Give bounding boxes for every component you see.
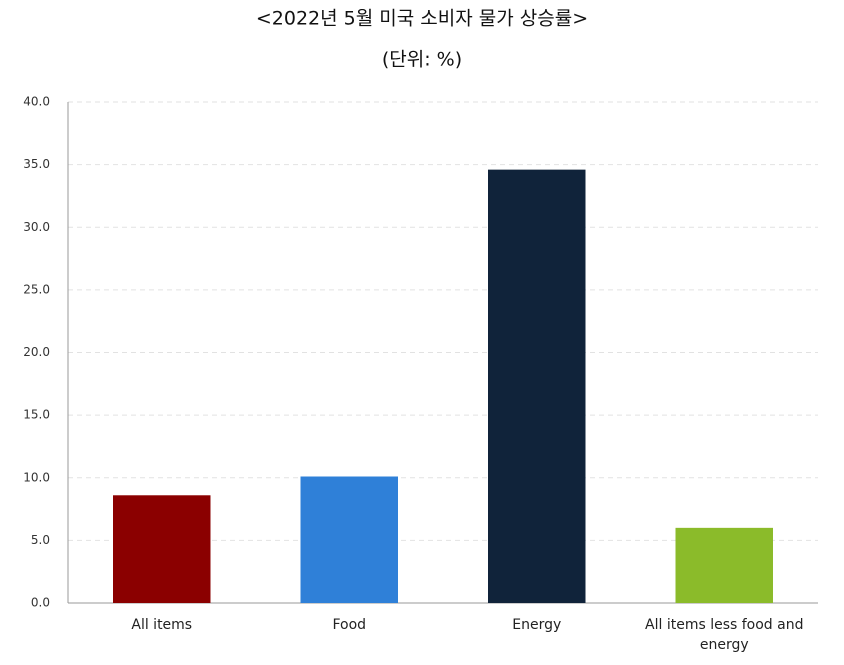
bar: [488, 169, 586, 603]
x-tick-label: Food: [332, 617, 367, 633]
y-tick-label: 10.0: [23, 470, 50, 484]
y-tick-label: 15.0: [23, 408, 50, 422]
chart-title: <2022년 5월 미국 소비자 물가 상승률>: [256, 8, 588, 30]
x-tick-label: All items less food and energy: [645, 617, 804, 653]
x-tick-label: All items: [131, 617, 193, 633]
bar: [300, 476, 398, 603]
chart-subtitle: (단위: %): [382, 49, 462, 71]
y-tick-label: 5.0: [31, 533, 50, 547]
y-tick-label: 20.0: [23, 345, 50, 359]
y-tick-label: 0.0: [31, 596, 50, 610]
y-tick-label: 30.0: [23, 220, 50, 234]
y-tick-label: 25.0: [23, 282, 50, 296]
bar: [113, 495, 211, 603]
y-tick-label: 35.0: [23, 157, 50, 171]
x-tick-label: Energy: [512, 617, 562, 633]
y-tick-label: 40.0: [23, 95, 50, 109]
bar: [675, 527, 773, 603]
